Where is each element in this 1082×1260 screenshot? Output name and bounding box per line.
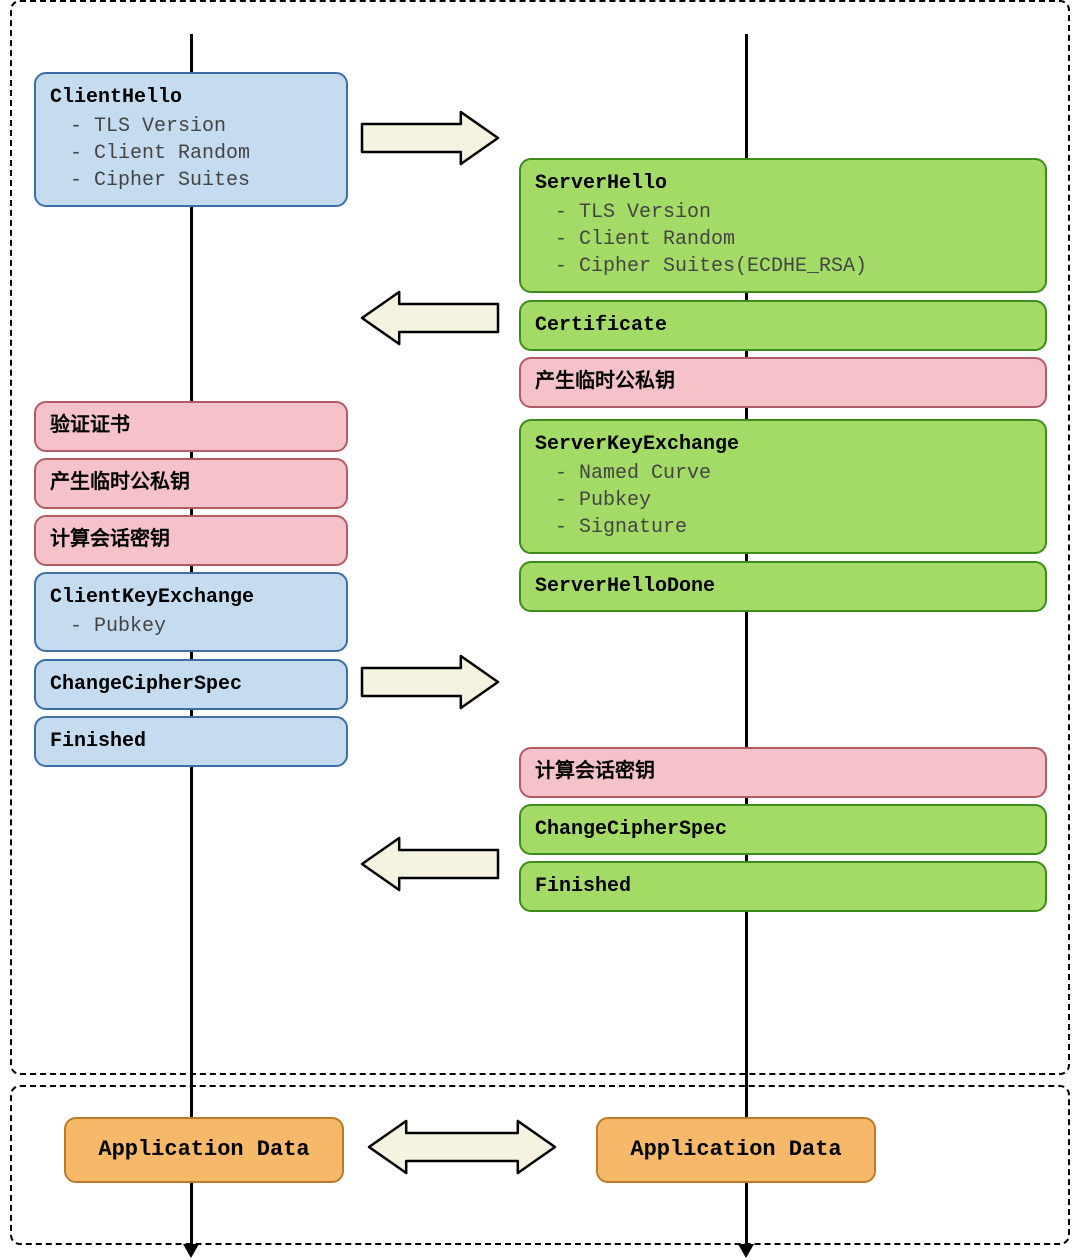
node-title: ChangeCipherSpec	[535, 816, 1031, 843]
node-title: Application Data	[80, 1135, 328, 1165]
node-items: Pubkey	[50, 613, 332, 640]
node-title: ServerHello	[535, 170, 1031, 197]
node-title: ClientKeyExchange	[50, 584, 332, 611]
node-title: 产生临时公私钥	[535, 369, 1031, 396]
node-title: ServerKeyExchange	[535, 431, 1031, 458]
node-client_hello: ClientHelloTLS VersionClient RandomCiphe…	[34, 72, 348, 207]
node-client_gen_keys: 产生临时公私钥	[34, 458, 348, 509]
node-title: Finished	[50, 728, 332, 755]
node-items: Named CurvePubkeySignature	[535, 460, 1031, 541]
node-client_finished: Finished	[34, 716, 348, 767]
node-title: 验证证书	[50, 413, 332, 440]
node-server_hello_done: ServerHelloDone	[519, 561, 1047, 612]
node-server_hello: ServerHelloTLS VersionClient RandomCiphe…	[519, 158, 1047, 293]
node-title: 计算会话密钥	[50, 527, 332, 554]
node-server_gen_keys: 产生临时公私钥	[519, 357, 1047, 408]
node-client_calc_key: 计算会话密钥	[34, 515, 348, 566]
node-title: ClientHello	[50, 84, 332, 111]
node-item: Client Random	[70, 140, 332, 167]
node-item: Pubkey	[555, 487, 1031, 514]
node-server_calc_key: 计算会话密钥	[519, 747, 1047, 798]
flow-arrow-a4-left	[360, 836, 500, 897]
node-items: TLS VersionClient RandomCipher Suites(EC…	[535, 199, 1031, 280]
node-server_key_exchange: ServerKeyExchangeNamed CurvePubkeySignat…	[519, 419, 1047, 554]
node-item: Pubkey	[70, 613, 332, 640]
node-server_ccs: ChangeCipherSpec	[519, 804, 1047, 855]
node-server_appdata: Application Data	[596, 1117, 876, 1183]
node-items: TLS VersionClient RandomCipher Suites	[50, 113, 332, 194]
node-item: Client Random	[555, 226, 1031, 253]
node-item: TLS Version	[70, 113, 332, 140]
node-title: 产生临时公私钥	[50, 470, 332, 497]
flow-arrow-a3-right	[360, 654, 500, 715]
node-title: Certificate	[535, 312, 1031, 339]
node-item: Named Curve	[555, 460, 1031, 487]
node-title: 计算会话密钥	[535, 759, 1031, 786]
node-title: Finished	[535, 873, 1031, 900]
flow-arrow-a5-both	[367, 1119, 557, 1180]
node-item: TLS Version	[555, 199, 1031, 226]
node-title: ServerHelloDone	[535, 573, 1031, 600]
node-item: Signature	[555, 514, 1031, 541]
lane-arrowhead-client	[183, 1244, 199, 1258]
node-title: ChangeCipherSpec	[50, 671, 332, 698]
flow-arrow-a2-left	[360, 290, 500, 351]
node-item: Cipher Suites	[70, 167, 332, 194]
node-verify_cert: 验证证书	[34, 401, 348, 452]
node-server_finished: Finished	[519, 861, 1047, 912]
node-client_key_exchange: ClientKeyExchangePubkey	[34, 572, 348, 652]
node-certificate: Certificate	[519, 300, 1047, 351]
node-client_ccs: ChangeCipherSpec	[34, 659, 348, 710]
node-title: Application Data	[612, 1135, 860, 1165]
node-item: Cipher Suites(ECDHE_RSA)	[555, 253, 1031, 280]
flow-arrow-a1-right	[360, 110, 500, 171]
node-client_appdata: Application Data	[64, 1117, 344, 1183]
lane-arrowhead-server	[738, 1244, 754, 1258]
